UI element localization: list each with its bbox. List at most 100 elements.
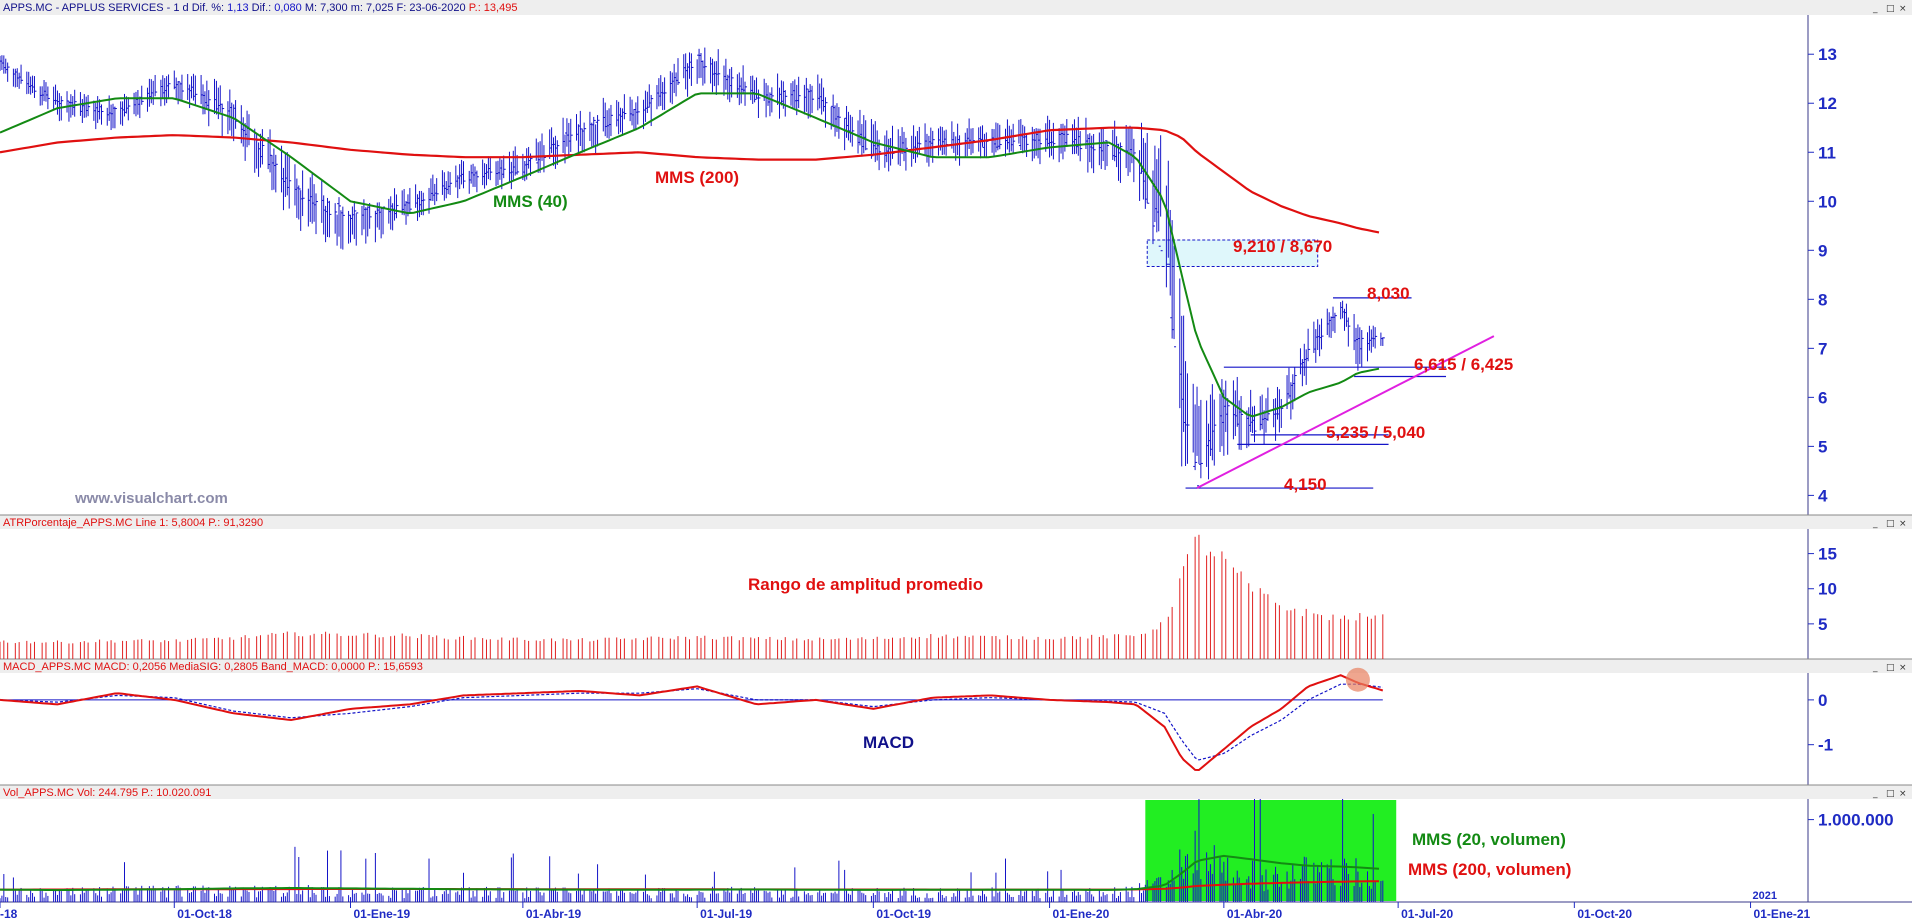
price-bar — [449, 172, 453, 195]
mms200-annotation: MMS (200) — [655, 168, 739, 187]
volume-panel[interactable]: Vol_APPS.MC Vol: 244.795 P.: 10.020.091 — [0, 785, 1912, 799]
macd-panel[interactable]: MACD_APPS.MC MACD: 0,2056 MediaSIG: 0,28… — [0, 659, 1912, 673]
price-bar — [1196, 386, 1200, 487]
price-bar — [315, 193, 319, 235]
minimize-icon[interactable]: _ — [1872, 519, 1878, 529]
price-bar — [302, 170, 305, 217]
macd-y-tick: -1 — [1818, 736, 1833, 755]
price-bar — [677, 58, 680, 85]
volume-window-buttons[interactable]: _ □ × — [1872, 789, 1907, 799]
price-bar — [1160, 135, 1163, 252]
price-bar — [798, 76, 801, 109]
price-bar — [1213, 399, 1217, 466]
price-bar — [999, 124, 1002, 150]
price-bar — [1066, 119, 1069, 147]
price-bar — [1194, 404, 1198, 471]
price-bar — [1253, 405, 1257, 443]
zone-annotation: 9,210 / 8,670 — [1233, 237, 1332, 256]
price-y-tick: 11 — [1818, 143, 1836, 162]
price-y-tick: 10 — [1818, 192, 1837, 211]
price-bar — [784, 90, 788, 117]
atr-y-tick: 10 — [1818, 580, 1837, 599]
price-bar — [101, 104, 104, 125]
price-panel-header: APPS.MC - APPLUS SERVICES - 1 d Dif. %: … — [3, 2, 517, 14]
price-bar — [221, 103, 225, 137]
price-bar — [288, 157, 292, 209]
close-icon[interactable]: × — [1899, 663, 1907, 673]
x-axis-label: 01-Ene-19 — [353, 907, 410, 921]
level-6615-annotation: 6,615 / 6,425 — [1414, 355, 1513, 374]
price-bar — [593, 116, 596, 148]
macd-line — [0, 674, 1384, 772]
volume-panel-header: Vol_APPS.MC Vol: 244.795 P.: 10.020.091 — [3, 787, 211, 799]
atr-panel[interactable]: ATRPorcentaje_APPS.MC Line 1: 5,8004 P.:… — [0, 515, 1912, 529]
price-bar — [47, 86, 50, 110]
maximize-icon[interactable]: □ — [1886, 789, 1895, 799]
maximize-icon[interactable]: □ — [1886, 519, 1895, 529]
atr-window-buttons[interactable]: _ □ × — [1872, 519, 1907, 529]
price-bar — [1321, 318, 1324, 350]
price-panel[interactable]: APPS.MC - APPLUS SERVICES - 1 d Dif. %: … — [0, 0, 1912, 15]
price-bar — [1240, 396, 1244, 451]
price-bar — [570, 118, 573, 152]
mms40-annotation: MMS (40) — [493, 192, 568, 211]
minimize-icon[interactable]: _ — [1872, 663, 1878, 673]
maximize-icon[interactable]: □ — [1886, 4, 1895, 14]
level-8030-annotation: 8,030 — [1367, 284, 1410, 303]
close-icon[interactable]: × — [1899, 4, 1907, 14]
minimize-icon[interactable]: _ — [1872, 789, 1878, 799]
price-bar — [334, 203, 338, 234]
price-bar — [1146, 132, 1150, 204]
price-bar — [1200, 399, 1203, 479]
price-bar — [905, 137, 908, 171]
price-bar — [1106, 140, 1110, 167]
price-bar — [127, 97, 131, 121]
watermark: www.visualchart.com — [74, 490, 228, 507]
volume-highlight — [1145, 800, 1397, 901]
price-bar — [1334, 312, 1337, 333]
mms200-line — [0, 126, 1380, 234]
price-bar — [409, 187, 412, 213]
close-icon[interactable]: × — [1899, 519, 1907, 529]
x-axis-label: 01-Oct-19 — [876, 907, 931, 921]
price-bar — [503, 155, 506, 179]
price-bar — [422, 192, 426, 216]
maximize-icon[interactable]: □ — [1886, 663, 1895, 673]
price-bar — [1307, 328, 1311, 362]
price-bar — [7, 62, 10, 82]
price-bar — [1133, 138, 1136, 183]
price-bar — [1227, 398, 1230, 455]
level-4150-annotation: 4,150 — [1284, 475, 1327, 494]
price-window-buttons[interactable]: _ □ × — [1872, 4, 1907, 14]
price-bar — [851, 116, 855, 147]
price-bar — [583, 122, 587, 153]
price-bar — [141, 85, 144, 105]
minimize-icon[interactable]: _ — [1872, 4, 1878, 14]
price-bar — [1374, 327, 1378, 349]
price-bar — [838, 107, 841, 139]
price-bar — [208, 90, 211, 127]
price-bar — [395, 194, 399, 219]
price-bar — [328, 200, 332, 238]
price-bar — [1012, 123, 1016, 153]
price-bar — [597, 115, 600, 147]
vol-mms20-annotation: MMS (20, volumen) — [1412, 830, 1566, 849]
atr-y-tick: 15 — [1818, 545, 1837, 564]
macd-panel-header: MACD_APPS.MC MACD: 0,2056 MediaSIG: 0,28… — [3, 661, 423, 673]
price-bar — [865, 120, 868, 151]
price-y-tick: 5 — [1818, 437, 1827, 456]
price-bar — [154, 74, 158, 97]
x-axis-label: 01-Ene-21 — [1754, 907, 1811, 921]
price-y-tick: 8 — [1818, 290, 1827, 309]
price-bar — [610, 104, 613, 137]
price-bar — [194, 75, 198, 105]
price-bar — [462, 161, 466, 189]
price-bar — [476, 170, 479, 193]
price-bar — [1361, 330, 1364, 367]
x-axis-label: 01-Ene-20 — [1053, 907, 1110, 921]
macd-signal-line — [0, 683, 1383, 761]
vol-mms20-line — [0, 854, 1380, 892]
price-bar — [1280, 398, 1284, 428]
close-icon[interactable]: × — [1899, 789, 1907, 799]
macd-window-buttons[interactable]: _ □ × — [1872, 663, 1907, 673]
